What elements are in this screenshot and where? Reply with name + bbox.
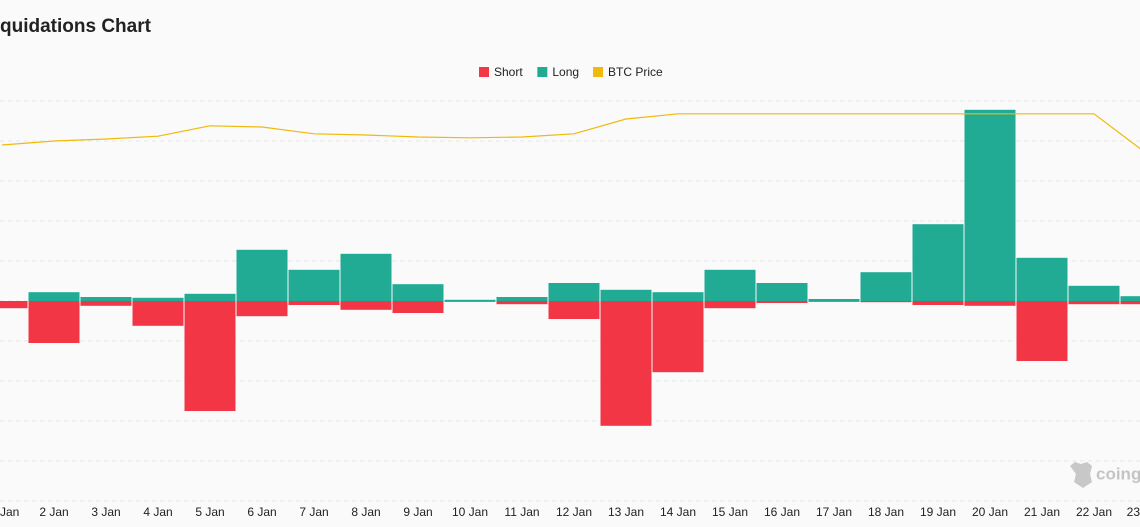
- bar: [392, 284, 444, 301]
- watermark: coingl: [1070, 462, 1140, 488]
- bar: [912, 301, 964, 305]
- bar: [28, 301, 80, 343]
- bar: [236, 249, 288, 301]
- bar: [184, 293, 236, 301]
- bar: [704, 301, 756, 309]
- bar: [1120, 296, 1140, 301]
- bar: [132, 301, 184, 326]
- bar: [288, 301, 340, 305]
- watermark-icon: [1070, 462, 1092, 488]
- x-tick-label: 9 Jan: [403, 505, 432, 519]
- x-tick-label: Jan: [0, 505, 19, 519]
- legend-swatch: [479, 67, 489, 77]
- legend-label: Short: [494, 65, 523, 79]
- bar: [964, 301, 1016, 306]
- bar: [1120, 301, 1140, 305]
- x-tick-label: 12 Jan: [556, 505, 592, 519]
- bar: [444, 301, 496, 302]
- x-tick-label: 17 Jan: [816, 505, 852, 519]
- bar: [756, 301, 808, 303]
- bar: [340, 301, 392, 310]
- bar: [1068, 285, 1120, 301]
- x-tick-label: 4 Jan: [143, 505, 172, 519]
- x-tick-label: 22 Jan: [1076, 505, 1112, 519]
- bar: [340, 253, 392, 301]
- bar: [1068, 301, 1120, 305]
- x-tick-label: 18 Jan: [868, 505, 904, 519]
- x-tick-label: 5 Jan: [195, 505, 224, 519]
- bar: [1016, 301, 1068, 361]
- x-tick-label: 10 Jan: [452, 505, 488, 519]
- watermark-text: coingl: [1096, 464, 1140, 483]
- bar: [496, 301, 548, 305]
- bar: [548, 283, 600, 301]
- bar: [444, 299, 496, 301]
- bar: [80, 301, 132, 306]
- x-tick-label: 16 Jan: [764, 505, 800, 519]
- x-tick-label: 23: [1127, 505, 1140, 519]
- x-tick-label: 21 Jan: [1024, 505, 1060, 519]
- bar: [652, 292, 704, 301]
- x-tick-label: 15 Jan: [712, 505, 748, 519]
- bar: [236, 301, 288, 317]
- x-tick-label: 11 Jan: [504, 505, 539, 519]
- bar: [912, 224, 964, 301]
- x-tick-label: 2 Jan: [39, 505, 68, 519]
- x-tick-label: 19 Jan: [920, 505, 956, 519]
- bar: [392, 301, 444, 313]
- legend-label: Long: [552, 65, 579, 79]
- bar: [132, 297, 184, 301]
- x-tick-label: 3 Jan: [91, 505, 120, 519]
- legend: Short Long BTC Price: [479, 65, 663, 79]
- x-tick-label: 13 Jan: [608, 505, 644, 519]
- legend-swatch: [537, 67, 548, 77]
- bar: [704, 269, 756, 301]
- bar: [28, 292, 80, 301]
- bar: [808, 301, 860, 302]
- price-line: [1, 113, 1140, 150]
- bar: [652, 301, 704, 373]
- bar: [288, 269, 340, 301]
- legend-swatch: [593, 67, 604, 77]
- bar: [756, 283, 808, 301]
- bar: [860, 301, 912, 303]
- x-tick-label: 8 Jan: [351, 505, 380, 519]
- bar: [600, 301, 652, 426]
- bar: [80, 297, 132, 301]
- legend-label: BTC Price: [608, 65, 663, 79]
- bar: [600, 289, 652, 301]
- chart-title: quidations Chart: [0, 16, 152, 37]
- bar: [964, 109, 1016, 301]
- x-tick-label: 7 Jan: [299, 505, 328, 519]
- bar: [548, 301, 600, 319]
- x-tick-label: 20 Jan: [972, 505, 1008, 519]
- bar: [860, 272, 912, 301]
- bar: [496, 297, 548, 301]
- bar: [1016, 257, 1068, 301]
- bar: [0, 301, 28, 309]
- bar: [808, 299, 860, 301]
- x-tick-label: 14 Jan: [660, 505, 696, 519]
- bar: [184, 301, 236, 411]
- x-tick-label: 6 Jan: [247, 505, 276, 519]
